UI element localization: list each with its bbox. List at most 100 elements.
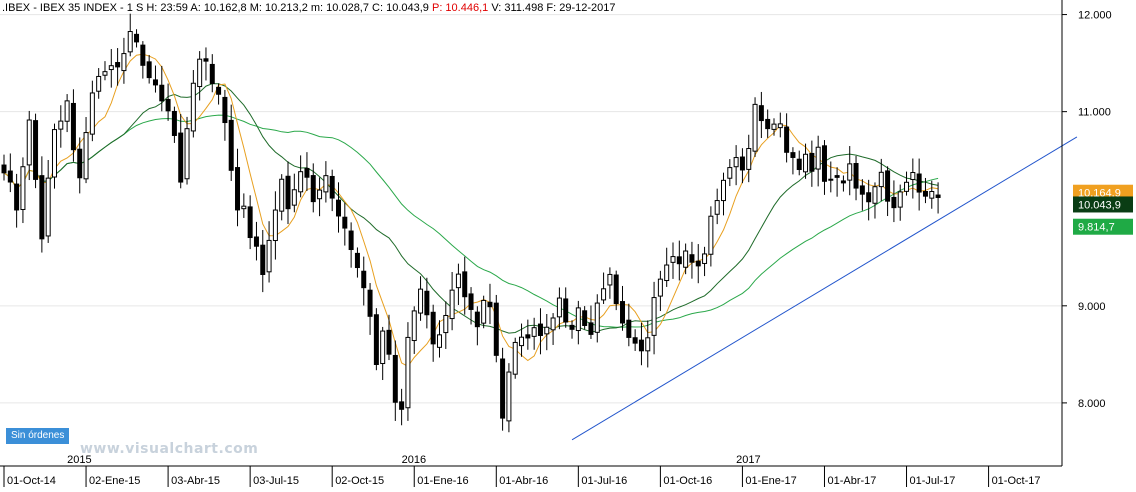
candle (354, 247, 360, 278)
candle-body (525, 334, 531, 339)
price-axis[interactable]: 12.000 11.000 9.000 8.000 (1062, 10, 1112, 410)
candle (607, 267, 613, 299)
candle (247, 195, 253, 250)
candle-body (935, 194, 941, 198)
header-high: M: 10.213,2 (249, 2, 308, 14)
candle-body (891, 196, 897, 209)
header-hour: H: 23:59 (146, 2, 188, 14)
candle-body (96, 75, 102, 92)
candle (178, 114, 184, 189)
candle-body (897, 191, 903, 208)
candle (872, 182, 878, 219)
candle (790, 147, 796, 175)
candle (733, 145, 739, 186)
candle (33, 113, 39, 189)
candle-body (399, 401, 405, 410)
candle-body (676, 256, 682, 265)
candle (418, 276, 424, 321)
candle-body (152, 79, 158, 86)
candle-body (436, 334, 442, 348)
time-axis[interactable]: 01-Oct-14 02-Ene-15 03-Abr-15 03-Jul-15 02-O… (3, 454, 1041, 487)
candle-body (222, 96, 228, 124)
candle (342, 202, 348, 246)
candle (803, 143, 809, 179)
candle-body (834, 175, 840, 178)
candle-body (531, 327, 537, 337)
candle-body (235, 167, 241, 211)
candle (20, 157, 26, 224)
x-tick-label: 01-Abr-17 (827, 475, 876, 487)
candle-body (790, 152, 796, 158)
candle-body (563, 298, 569, 323)
candle-body (866, 192, 872, 203)
candle (828, 161, 834, 193)
candle-body (714, 200, 720, 215)
price-tag-box (1073, 196, 1133, 213)
candle-body (493, 302, 499, 356)
candle-body (638, 339, 644, 352)
candle (329, 169, 335, 212)
candle (481, 295, 487, 329)
candle-body (361, 270, 367, 289)
candle-body (878, 171, 884, 188)
candle (525, 319, 531, 350)
candle (664, 247, 670, 287)
candle-body (190, 82, 196, 132)
candle (26, 110, 32, 181)
x-tick-label: 01-Abr-16 (499, 475, 548, 487)
candle-body (33, 120, 39, 180)
candle (310, 163, 316, 213)
candle (519, 323, 525, 357)
header-date: F: 29-12-2017 (546, 2, 616, 14)
header-low: m: 10.028,7 (310, 2, 369, 14)
candle-body (241, 205, 247, 210)
grid-lines (0, 14, 1062, 404)
candle (626, 303, 632, 347)
candle-body (720, 179, 726, 202)
candle (77, 137, 83, 194)
candle-body (260, 244, 266, 275)
trendline (571, 136, 1078, 441)
x-tick-label: 01-Jul-16 (581, 475, 627, 487)
candle (563, 287, 569, 328)
candle-body (455, 273, 461, 289)
price-tag: 9.814,7 (1073, 218, 1133, 235)
status-badge[interactable]: Sin órdenes (6, 428, 70, 444)
candle (121, 37, 127, 84)
candle-body (304, 167, 310, 178)
candle (197, 51, 203, 101)
year-label: 2015 (67, 454, 91, 466)
candle-body (739, 156, 745, 171)
candle-body (83, 132, 89, 180)
year-label: 2016 (402, 454, 426, 466)
candle (209, 54, 215, 93)
candle (291, 173, 297, 213)
candle-body (342, 216, 348, 229)
candle (134, 29, 140, 48)
candle-body (121, 53, 127, 72)
price-tag-label: 10.043,9 (1078, 199, 1121, 211)
candle (544, 313, 550, 351)
candle-body (70, 102, 76, 151)
candle-body (752, 103, 758, 152)
candle-body (670, 256, 676, 263)
candle (443, 301, 449, 349)
candle (891, 180, 897, 223)
x-tick-label: 01-Oct-17 (992, 475, 1041, 487)
candle-body (910, 172, 916, 180)
candle-body (336, 199, 342, 217)
candle-body (203, 58, 209, 62)
candle-body (550, 317, 556, 331)
candle-body (329, 175, 335, 199)
candle (436, 320, 442, 358)
candle-body (380, 330, 386, 365)
candle (127, 13, 133, 57)
candle (89, 80, 95, 142)
candle (298, 155, 304, 198)
candle-body (279, 178, 285, 212)
candle (537, 308, 543, 355)
candle (115, 48, 121, 86)
candle (411, 306, 417, 354)
